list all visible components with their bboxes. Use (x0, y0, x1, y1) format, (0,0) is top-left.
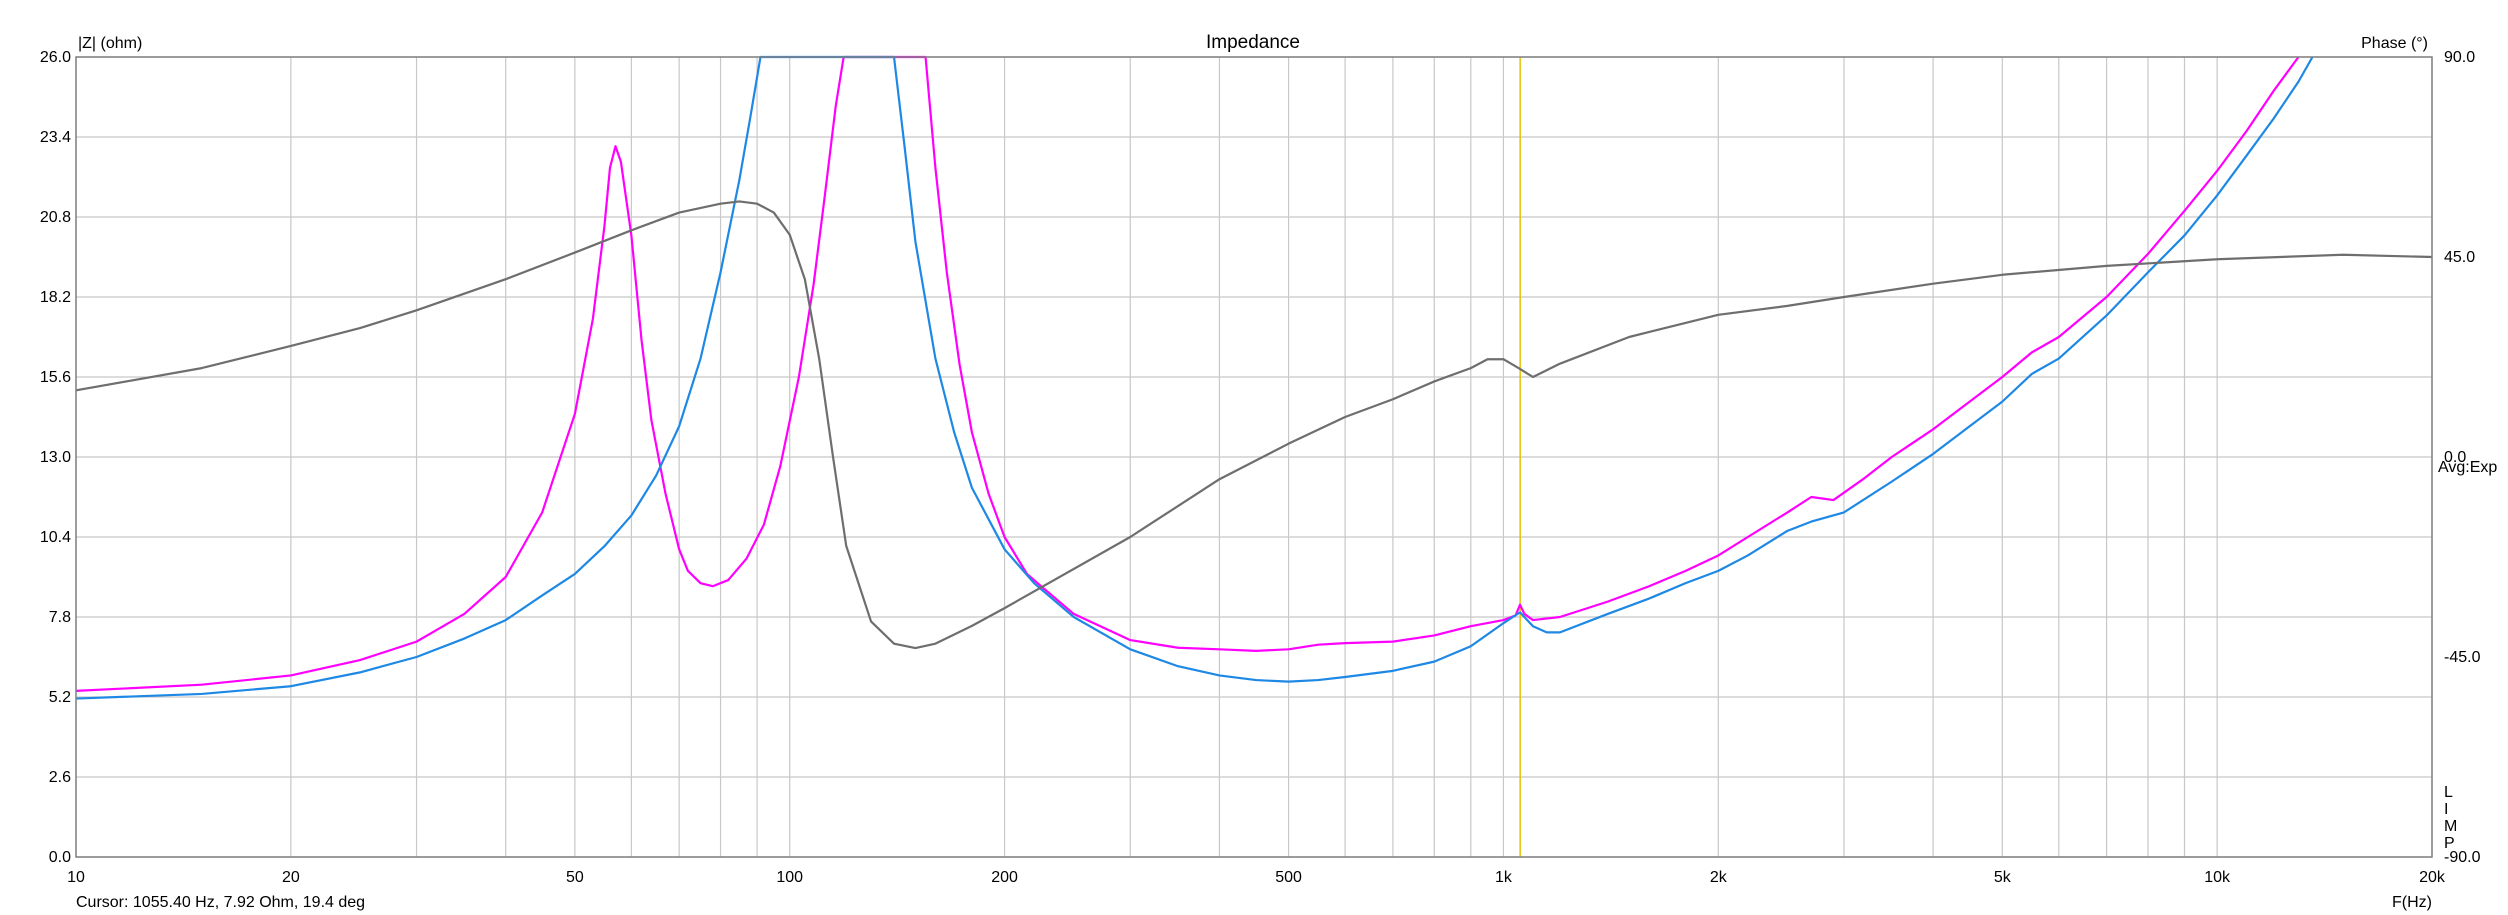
y-right-axis-label: Phase (°) (2361, 35, 2428, 52)
y-left-tick-label: 13.0 (40, 449, 71, 466)
y-right-tick-label: -45.0 (2444, 649, 2481, 666)
y-left-tick-label: 20.8 (40, 209, 71, 226)
x-tick-label: 200 (991, 869, 1018, 886)
x-tick-label: 100 (776, 869, 803, 886)
y-right-tick-label: 90.0 (2444, 49, 2475, 66)
y-left-tick-label: 15.6 (40, 369, 71, 386)
impedance-blue-line (75, 55, 2314, 700)
y-right-ticks: 90.0 45.0 0.0 -45.0 -90.0 (2444, 49, 2481, 866)
averaging-label: Avg:Exp (2438, 459, 2497, 476)
plot-frame (75, 56, 2433, 858)
limp-letter: M (2444, 818, 2457, 835)
x-tick-label: 50 (566, 869, 584, 886)
y-left-axis-label: |Z| (ohm) (78, 35, 142, 52)
y-right-tick-label: 45.0 (2444, 249, 2475, 266)
y-left-tick-label: 0.0 (49, 849, 71, 866)
impedance-magenta-line (75, 55, 2300, 692)
x-tick-label: 500 (1275, 869, 1302, 886)
x-tick-label: 10k (2204, 869, 2231, 886)
limp-letter: L (2444, 784, 2453, 801)
x-tick-label: 5k (1994, 869, 2012, 886)
x-tick-label: 10 (67, 869, 85, 886)
y-left-tick-label: 23.4 (40, 129, 71, 146)
x-axis-label: F(Hz) (2392, 894, 2432, 911)
y-left-tick-label: 7.8 (49, 609, 71, 626)
x-tick-label: 20 (282, 869, 300, 886)
limp-letter: P (2444, 835, 2455, 852)
cursor-readout: Cursor: 1055.40 Hz, 7.92 Ohm, 19.4 deg (76, 894, 365, 911)
y-right-tick-label: -90.0 (2444, 849, 2481, 866)
y-left-tick-label: 5.2 (49, 689, 71, 706)
grid-layer (75, 56, 2433, 858)
x-tick-label: 20k (2419, 869, 2446, 886)
y-left-tick-label: 18.2 (40, 289, 71, 306)
limp-letter: I (2444, 801, 2448, 818)
chart-title: Impedance (1206, 32, 1300, 53)
y-left-tick-label: 26.0 (40, 49, 71, 66)
y-left-tick-label: 10.4 (40, 529, 71, 546)
x-ticks: 10 20 50 100 200 500 1k 2k 5k 10k 20k (67, 869, 2446, 886)
series-layer (75, 55, 2433, 700)
y-right-tick-label: 0.0 (2444, 449, 2466, 466)
x-tick-label: 1k (1495, 869, 1513, 886)
y-left-ticks: 0.0 2.6 5.2 7.8 10.4 13.0 15.6 18.2 20.8 23.4 26.0 (40, 49, 71, 866)
phase-gray-line (75, 200, 2433, 650)
x-tick-label: 2k (1710, 869, 1728, 886)
y-left-tick-label: 2.6 (49, 769, 71, 786)
